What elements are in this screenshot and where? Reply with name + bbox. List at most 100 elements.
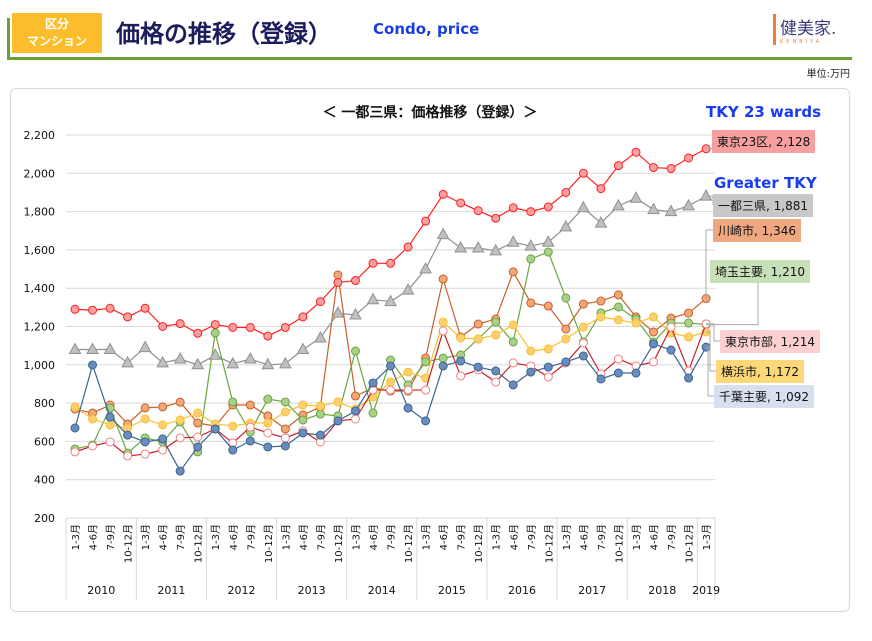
series-label: 千葉主要, 1,092: [714, 385, 814, 408]
data-point: [684, 308, 694, 318]
data-point: [684, 373, 694, 383]
data-point: [631, 368, 641, 378]
data-point: [436, 227, 450, 240]
data-point: [193, 418, 203, 428]
x-tick-label: 4-6月: [88, 524, 100, 550]
data-point: [193, 408, 203, 418]
data-point: [175, 415, 185, 425]
data-point: [578, 338, 588, 348]
data-point: [577, 200, 590, 213]
data-point: [456, 356, 466, 366]
data-point: [543, 362, 553, 372]
data-point: [631, 318, 641, 328]
x-tick-label: 4-6月: [578, 524, 590, 550]
data-point: [666, 164, 676, 174]
data-point: [208, 348, 222, 360]
series-7: [70, 339, 711, 476]
y-tick-label: 600: [34, 435, 55, 448]
kenbiya-logo: 健美家. KENBIYA: [773, 14, 836, 45]
x-tick-label: 10-12月: [263, 524, 275, 563]
leader-line: [705, 229, 713, 300]
x-tick-label: 4-6月: [438, 524, 450, 550]
series-label: 東京市部, 1,214: [720, 330, 820, 353]
data-point: [140, 303, 150, 313]
data-point: [314, 330, 327, 343]
data-point: [508, 358, 518, 368]
data-point: [263, 418, 273, 428]
data-point: [175, 466, 185, 476]
data-point: [280, 407, 290, 417]
data-point: [438, 353, 448, 363]
x-tick-label: 7-9月: [315, 524, 327, 550]
x-tick-label: 1-3月: [350, 524, 362, 550]
data-point: [245, 422, 255, 432]
data-point: [86, 342, 99, 354]
data-point: [543, 247, 553, 257]
data-point: [454, 240, 468, 253]
series-line: [74, 148, 707, 337]
data-point: [648, 312, 658, 322]
data-point: [561, 293, 571, 303]
data-point: [175, 397, 185, 407]
data-point: [350, 276, 360, 286]
data-point: [193, 442, 203, 452]
x-tick-label: 7-9月: [526, 524, 538, 550]
leader-line: [706, 346, 714, 397]
data-point: [664, 204, 678, 217]
data-point: [384, 294, 397, 307]
data-point: [526, 207, 536, 217]
data-point: [158, 402, 168, 412]
data-point: [123, 451, 133, 461]
data-point: [333, 270, 343, 280]
data-point: [648, 327, 658, 337]
annotation-greater-tky: Greater TKY: [714, 174, 817, 192]
data-point: [543, 301, 553, 311]
data-point: [666, 322, 676, 332]
data-point: [331, 306, 345, 318]
data-point: [456, 333, 466, 343]
data-point: [526, 367, 536, 377]
data-point: [263, 331, 273, 341]
data-point: [140, 403, 150, 413]
x-tick-label: 10-12月: [193, 524, 205, 563]
x-tick-label: 10-12月: [543, 524, 555, 563]
logo-subtext: KENBIYA: [780, 39, 823, 45]
data-point: [508, 203, 518, 213]
y-tick-label: 1,800: [24, 206, 56, 219]
data-point: [263, 428, 273, 438]
data-point: [350, 346, 360, 356]
data-point: [613, 302, 623, 312]
data-point: [298, 400, 308, 410]
data-point: [103, 342, 117, 354]
data-point: [596, 374, 606, 384]
data-point: [193, 328, 203, 338]
series-label: 横浜市, 1,172: [716, 360, 804, 383]
data-point: [526, 254, 536, 264]
data-point: [228, 445, 238, 455]
data-point: [508, 380, 518, 390]
data-point: [350, 414, 360, 424]
data-point: [158, 434, 168, 444]
x-year-label: 2019: [692, 584, 720, 597]
x-tick-label: 1-3月: [421, 524, 433, 550]
data-point: [473, 206, 483, 216]
x-tick-label: 4-6月: [298, 524, 310, 550]
data-point: [175, 433, 185, 443]
chart-frame: [10, 88, 850, 612]
data-point: [456, 198, 466, 208]
data-point: [298, 415, 308, 425]
y-tick-label: 2,000: [24, 167, 56, 180]
data-point: [228, 397, 238, 407]
x-tick-label: 10-12月: [403, 524, 415, 563]
data-point: [105, 412, 115, 422]
data-point: [263, 442, 273, 452]
badge-line2: マンション: [26, 34, 87, 48]
data-point: [88, 305, 98, 315]
y-tick-label: 1,000: [24, 359, 56, 372]
data-point: [368, 408, 378, 418]
x-year-label: 2018: [648, 584, 676, 597]
data-point: [578, 299, 588, 309]
data-point: [403, 385, 413, 395]
data-point: [596, 296, 606, 306]
